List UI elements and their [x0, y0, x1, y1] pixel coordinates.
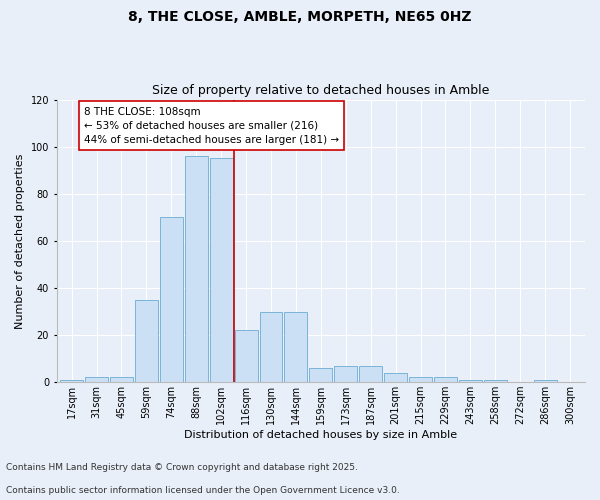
Bar — [160, 218, 183, 382]
Text: Contains HM Land Registry data © Crown copyright and database right 2025.: Contains HM Land Registry data © Crown c… — [6, 464, 358, 472]
Bar — [110, 378, 133, 382]
Bar — [359, 366, 382, 382]
Bar — [533, 380, 557, 382]
Bar — [135, 300, 158, 382]
Bar — [260, 312, 283, 382]
Y-axis label: Number of detached properties: Number of detached properties — [15, 153, 25, 328]
Bar — [60, 380, 83, 382]
Bar — [284, 312, 307, 382]
Bar — [85, 378, 108, 382]
X-axis label: Distribution of detached houses by size in Amble: Distribution of detached houses by size … — [184, 430, 457, 440]
Text: 8, THE CLOSE, AMBLE, MORPETH, NE65 0HZ: 8, THE CLOSE, AMBLE, MORPETH, NE65 0HZ — [128, 10, 472, 24]
Bar — [409, 378, 432, 382]
Title: Size of property relative to detached houses in Amble: Size of property relative to detached ho… — [152, 84, 490, 97]
Bar — [434, 378, 457, 382]
Bar — [185, 156, 208, 382]
Bar — [334, 366, 357, 382]
Text: Contains public sector information licensed under the Open Government Licence v3: Contains public sector information licen… — [6, 486, 400, 495]
Text: 8 THE CLOSE: 108sqm
← 53% of detached houses are smaller (216)
44% of semi-detac: 8 THE CLOSE: 108sqm ← 53% of detached ho… — [84, 106, 339, 144]
Bar — [210, 158, 233, 382]
Bar — [459, 380, 482, 382]
Bar — [235, 330, 257, 382]
Bar — [384, 372, 407, 382]
Bar — [310, 368, 332, 382]
Bar — [484, 380, 507, 382]
